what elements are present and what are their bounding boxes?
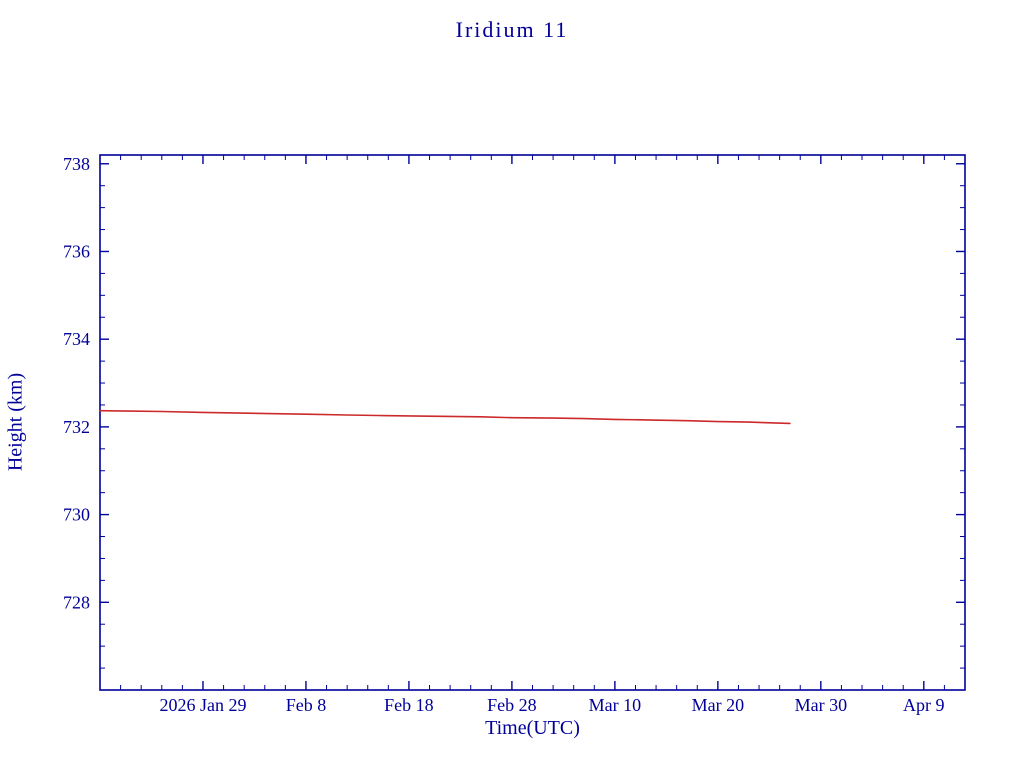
x-tick-label: 2026 Jan 29: [159, 695, 246, 715]
x-tick-label: Mar 30: [795, 695, 848, 715]
chart-title: Iridium 11: [455, 17, 569, 42]
y-tick-label: 728: [63, 592, 90, 612]
x-tick-label: Mar 20: [692, 695, 745, 715]
x-tick-label: Feb 28: [487, 695, 537, 715]
y-tick-label: 738: [63, 154, 90, 174]
data-line-satellite-height-km: [99, 409, 791, 425]
x-axis-label: Time(UTC): [485, 717, 580, 739]
y-tick-label: 736: [63, 241, 90, 261]
x-tick-label: Feb 18: [384, 695, 434, 715]
x-tick-label: Apr 9: [903, 695, 945, 715]
y-tick-label: 730: [63, 505, 90, 525]
x-tick-label: Feb 8: [286, 695, 327, 715]
x-tick-label: Mar 10: [589, 695, 642, 715]
y-axis-label: Height (km): [4, 372, 27, 472]
y-tick-label: 734: [63, 329, 90, 349]
y-tick-label: 732: [63, 417, 90, 437]
